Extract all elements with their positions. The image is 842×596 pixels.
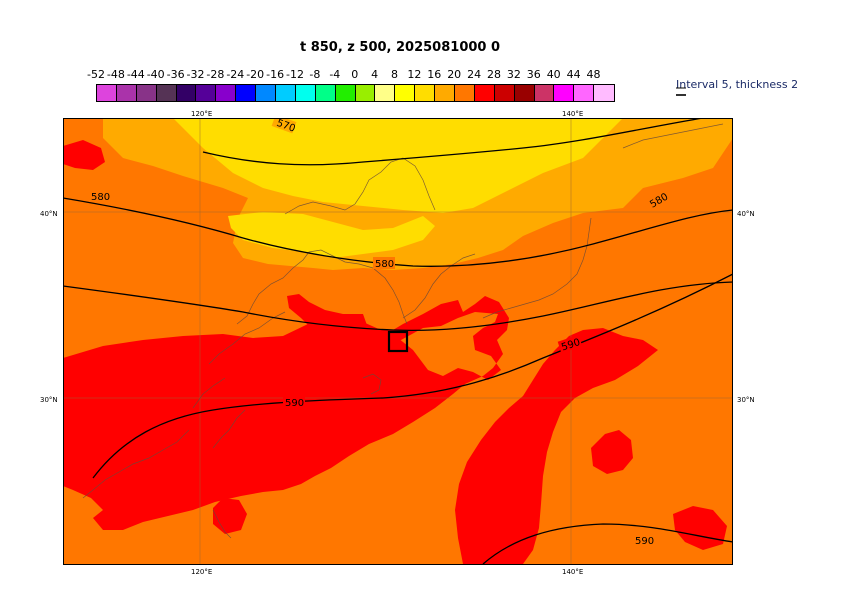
- field-yellow-north: [173, 118, 623, 213]
- colorbar-tick-label: -4: [329, 68, 341, 81]
- colorbar-swatch: [594, 85, 615, 101]
- contour-580-south: [62, 281, 734, 332]
- colorbar-tick-label: -16: [266, 68, 285, 81]
- lon-label-top-120: 120°E: [191, 110, 213, 118]
- colorbar-swatch: [375, 85, 396, 101]
- colorbar-tick-label: 16: [427, 68, 442, 81]
- colorbar-tick-label: -48: [106, 68, 125, 81]
- colorbar-tick-label: -28: [206, 68, 225, 81]
- lat-label-left-40: 40°N: [40, 210, 58, 218]
- contour-580-north: [62, 197, 734, 267]
- field-red-west: [63, 294, 509, 530]
- contour-legend-icon: [676, 87, 686, 96]
- lon-label-top-140: 140°E: [562, 110, 584, 118]
- colorbar-swatch: [276, 85, 296, 101]
- colorbar-swatch: [315, 85, 336, 101]
- contour-label-580-center: 580: [375, 259, 394, 270]
- contour-label-590-west: 590: [285, 398, 304, 409]
- field-red-sw-patch: [213, 498, 247, 534]
- colorbar-swatch: [474, 85, 495, 101]
- colorbar-tick-label: 40: [546, 68, 561, 81]
- colorbar-tick-label: 0: [351, 68, 359, 81]
- graticule: [63, 118, 733, 565]
- field-red-se-patch: [591, 430, 633, 474]
- colorbar-swatch: [156, 85, 177, 101]
- colorbar-swatch: [455, 85, 475, 101]
- colorbar-swatch: [494, 85, 515, 101]
- geopotential-contours: [62, 117, 734, 565]
- colorbar-ticks: -52 -48 -44 -40 -36 -32 -28 -24 -20 -16 -12 -8 -4 0 4 8…: [87, 68, 696, 81]
- colorbar-tick-label: 44: [566, 68, 581, 81]
- colorbar-swatch: [97, 85, 117, 101]
- colorbar-tick-label: 12: [407, 68, 422, 81]
- field-yellow-belt: [228, 212, 435, 258]
- colorbar-tick-label: 32: [506, 68, 521, 81]
- lon-label-bottom-140: 140°E: [562, 568, 584, 576]
- colorbar-tick-label: 36: [526, 68, 541, 81]
- colorbar-swatch: [514, 85, 535, 101]
- colorbar-tick-label: 24: [467, 68, 482, 81]
- map-panel[interactable]: 570 580 580 580 590 590 590: [62, 114, 734, 565]
- contour-label-590-southeast: 590: [635, 536, 654, 547]
- colorbar-tick-label: -36: [166, 68, 185, 81]
- colorbar-swatch: [355, 85, 376, 101]
- colorbar-tick-label: -20: [246, 68, 265, 81]
- colorbar-swatch: [415, 85, 436, 101]
- lat-label-right-30: 30°N: [737, 396, 755, 404]
- colorbar-swatch: [534, 85, 555, 101]
- colorbar-tick-label: 20: [447, 68, 462, 81]
- colorbar-note: Interval 5, thickness 2: [676, 78, 799, 91]
- contour-590-south: [482, 523, 734, 565]
- colorbar-swatch: [116, 85, 137, 101]
- lat-label-right-40: 40°N: [737, 210, 755, 218]
- colorbar-tick-label: -8: [309, 68, 321, 81]
- colorbar-swatch: [574, 85, 595, 101]
- colorbar-tick-label: 4: [371, 68, 379, 81]
- colorbar-tick-label: 8: [391, 68, 398, 81]
- colorbar-swatch: [435, 85, 456, 101]
- lon-label-bottom-120: 120°E: [191, 568, 213, 576]
- colorbar-tick-label: -52: [87, 68, 105, 81]
- colorbar-tick-label: -32: [186, 68, 205, 81]
- colorbar-swatch: [196, 85, 217, 101]
- colorbar-swatch: [256, 85, 277, 101]
- colorbar-swatch: [216, 85, 237, 101]
- colorbar-tick-label: -12: [286, 68, 304, 81]
- contour-590: [92, 273, 734, 479]
- lat-label-left-30: 30°N: [40, 396, 58, 404]
- colorbar-tick-label: -24: [226, 68, 245, 81]
- colorbar-tick-label: -40: [146, 68, 165, 81]
- temperature-map: 570 580 580 580 590 590 590: [62, 114, 734, 565]
- colorbar-swatch: [554, 85, 575, 101]
- colorbar-tick-label: -44: [126, 68, 145, 81]
- contour-570: [202, 117, 704, 166]
- colorbar-swatch: [176, 85, 197, 101]
- colorbar-swatch: [295, 85, 316, 101]
- field-red-east: [455, 328, 658, 564]
- map-frame: [63, 118, 733, 565]
- field-red-nw-patch: [63, 140, 105, 170]
- contour-label-580-west: 580: [91, 192, 110, 203]
- colorbar-swatch: [335, 85, 356, 101]
- colorbar-tick-label: 28: [487, 68, 501, 81]
- colorbar-tick-label: 48: [586, 68, 601, 81]
- colorbar-swatch: [136, 85, 157, 101]
- colorbar-swatch: [236, 85, 257, 101]
- map-title: t 850, z 500, 2025081000 0: [299, 40, 501, 55]
- colorbar: [96, 84, 616, 102]
- selection-box[interactable]: [387, 330, 409, 353]
- colorbar-swatch: [395, 85, 416, 101]
